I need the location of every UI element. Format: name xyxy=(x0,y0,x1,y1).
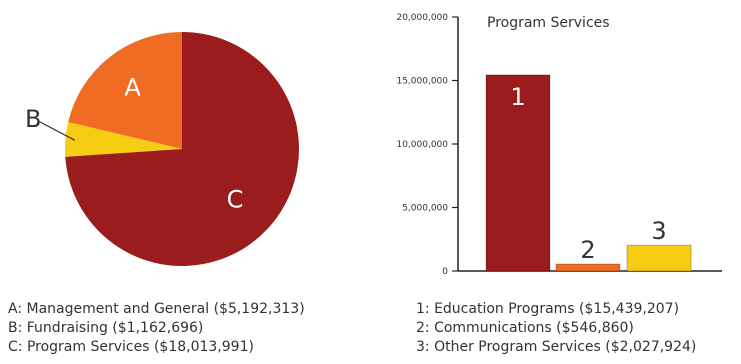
pie-slice-c xyxy=(65,32,300,266)
bar-3 xyxy=(626,244,692,272)
bar-legend: 1: Education Programs ($15,439,207) 2: C… xyxy=(416,300,696,357)
bar-legend-item-1: 1: Education Programs ($15,439,207) xyxy=(416,301,680,317)
bar-legend-item-3: 3: Other Program Services ($2,027,924) xyxy=(416,339,697,355)
y-tick-label: 5,000,000 xyxy=(402,204,448,214)
pie-label-a: A xyxy=(124,74,141,102)
pie-label-c: C xyxy=(227,186,244,214)
pie-chart: A B C xyxy=(25,32,300,266)
y-tick-label: 0 xyxy=(442,267,448,277)
y-tick-label: 20,000,000 xyxy=(396,13,448,23)
bar-label-3: 3 xyxy=(651,217,666,245)
pie-legend: A: Management and General ($5,192,313) B… xyxy=(8,300,305,357)
bar-label-2: 2 xyxy=(580,236,595,264)
pie-legend-item-a: A: Management and General ($5,192,313) xyxy=(8,301,305,317)
pie-slice-a xyxy=(68,32,182,149)
y-tick-label: 10,000,000 xyxy=(396,140,448,150)
pie-label-b-leader xyxy=(39,121,76,141)
bar-label-1: 1 xyxy=(510,83,525,111)
pie-legend-item-b: B: Fundraising ($1,162,696) xyxy=(8,320,204,336)
pie-slice-b xyxy=(65,122,182,157)
bar-chart: Program Services 0 5,000,000 10,000,000 15,… xyxy=(396,13,722,277)
pie-legend-item-c: C: Program Services ($18,013,991) xyxy=(8,339,254,355)
y-tick-label: 15,000,000 xyxy=(396,77,448,87)
bar-legend-item-2: 2: Communications ($546,860) xyxy=(416,320,634,336)
pie-label-b: B xyxy=(25,105,41,133)
bar-2 xyxy=(555,263,621,272)
bar-1 xyxy=(485,74,551,272)
bar-chart-title: Program Services xyxy=(487,15,610,31)
